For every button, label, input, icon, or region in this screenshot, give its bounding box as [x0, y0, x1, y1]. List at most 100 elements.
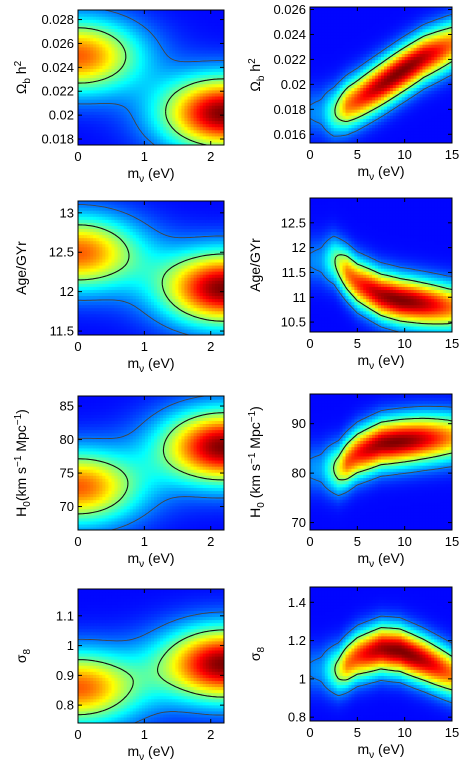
heatmap-cell	[202, 83, 207, 88]
heatmap-cell	[99, 307, 103, 312]
heatmap-cell	[138, 40, 143, 45]
heatmap-cell	[342, 13, 347, 17]
heatmap-cell	[369, 136, 373, 141]
heatmap-cell	[372, 59, 376, 64]
heatmap-cell	[120, 322, 125, 327]
heatmap-cell	[205, 40, 210, 45]
heatmap-cell	[123, 325, 128, 330]
heatmap-cell	[144, 325, 149, 330]
heatmap-cell	[126, 102, 131, 106]
heatmap-cell	[220, 68, 224, 72]
heatmap-cell	[151, 301, 155, 306]
heatmap-cell	[369, 90, 373, 95]
heatmap-cell	[120, 298, 125, 303]
heatmap-cell	[354, 59, 358, 64]
heatmap-cell	[81, 83, 85, 88]
heatmap-cell	[187, 310, 192, 315]
heatmap-cell	[181, 52, 186, 57]
heatmap-cell	[99, 34, 103, 39]
heatmap-cell	[378, 47, 382, 51]
heatmap-cell	[147, 313, 152, 318]
heatmap-cell	[208, 325, 213, 330]
heatmap-cell	[336, 133, 341, 138]
heatmap-cell	[318, 10, 323, 14]
heatmap-cell	[147, 68, 152, 72]
heatmap-cell	[126, 40, 131, 45]
heatmap-cell	[333, 19, 338, 24]
heatmap-cell	[205, 62, 210, 66]
heatmap-cell	[437, 41, 441, 45]
heatmap-cell	[126, 108, 131, 112]
heatmap-cell	[184, 141, 189, 145]
heatmap-cell	[369, 41, 373, 45]
heatmap-cell	[434, 96, 438, 101]
heatmap-cell	[193, 123, 198, 128]
heatmap-cell	[336, 31, 341, 36]
heatmap-cell	[169, 68, 173, 72]
heatmap-cell	[386, 13, 391, 17]
heatmap-cell	[449, 68, 452, 73]
heatmap-cell	[386, 41, 391, 45]
heatmap-cell	[348, 44, 353, 48]
heatmap-cell	[401, 13, 406, 17]
heatmap-cell	[413, 112, 418, 116]
heatmap-cell	[90, 16, 94, 20]
heatmap-cell	[172, 46, 176, 51]
heatmap-cell	[446, 47, 450, 51]
heatmap-cell	[315, 118, 320, 122]
heatmap-cell	[169, 59, 173, 63]
heatmap-cell	[318, 115, 323, 119]
heatmap-cell	[196, 28, 201, 33]
heatmap-cell	[96, 34, 100, 39]
heatmap-cell	[330, 16, 335, 20]
y-label-sub: b	[22, 78, 33, 84]
heatmap-cell	[184, 105, 189, 109]
heatmap-cell	[348, 90, 353, 95]
heatmap-cell	[123, 105, 128, 109]
heatmap-cell	[166, 31, 170, 36]
heatmap-cell	[141, 92, 146, 97]
heatmap-cell	[166, 16, 170, 20]
heatmap-cell	[175, 16, 179, 20]
heatmap-cell	[138, 301, 143, 306]
heatmap-cell	[395, 87, 400, 92]
heatmap-cell	[318, 13, 323, 17]
heatmap-cell	[220, 34, 224, 39]
heatmap-cell	[395, 10, 400, 14]
heatmap-cell	[157, 95, 161, 100]
heatmap-cell	[172, 114, 176, 118]
heatmap-cell	[120, 313, 125, 318]
heatmap-cell	[151, 105, 155, 109]
heatmap-cell	[407, 109, 412, 113]
heatmap-cell	[315, 56, 320, 61]
heatmap-cell	[425, 65, 429, 70]
heatmap-cell	[446, 16, 450, 20]
heatmap-cell	[407, 13, 412, 17]
heatmap-cell	[187, 325, 192, 330]
heatmap-cell	[413, 56, 418, 61]
heatmap-cell	[333, 71, 338, 76]
heatmap-cell	[389, 22, 394, 27]
heatmap-cell	[354, 34, 358, 39]
heatmap-cell	[336, 96, 341, 101]
heatmap-cell	[211, 120, 216, 125]
heatmap-cell	[147, 307, 152, 312]
heatmap-cell	[117, 80, 122, 85]
heatmap-cell	[163, 62, 167, 66]
heatmap-cell	[181, 123, 186, 128]
heatmap-cell	[178, 65, 183, 69]
heatmap-cell	[381, 90, 385, 95]
heatmap-cell	[166, 56, 170, 60]
heatmap-cell	[428, 47, 432, 51]
heatmap-cell	[330, 84, 335, 88]
heatmap-cell	[157, 86, 161, 91]
heatmap-cell	[93, 98, 97, 103]
heatmap-cell	[208, 307, 213, 312]
heatmap-cell	[84, 120, 88, 125]
heatmap-cell	[354, 130, 358, 135]
heatmap-cell	[99, 132, 103, 137]
heatmap-cell	[363, 28, 367, 33]
heatmap-cell	[132, 114, 137, 118]
heatmap-cell	[333, 99, 338, 104]
heatmap-cell	[211, 114, 216, 118]
